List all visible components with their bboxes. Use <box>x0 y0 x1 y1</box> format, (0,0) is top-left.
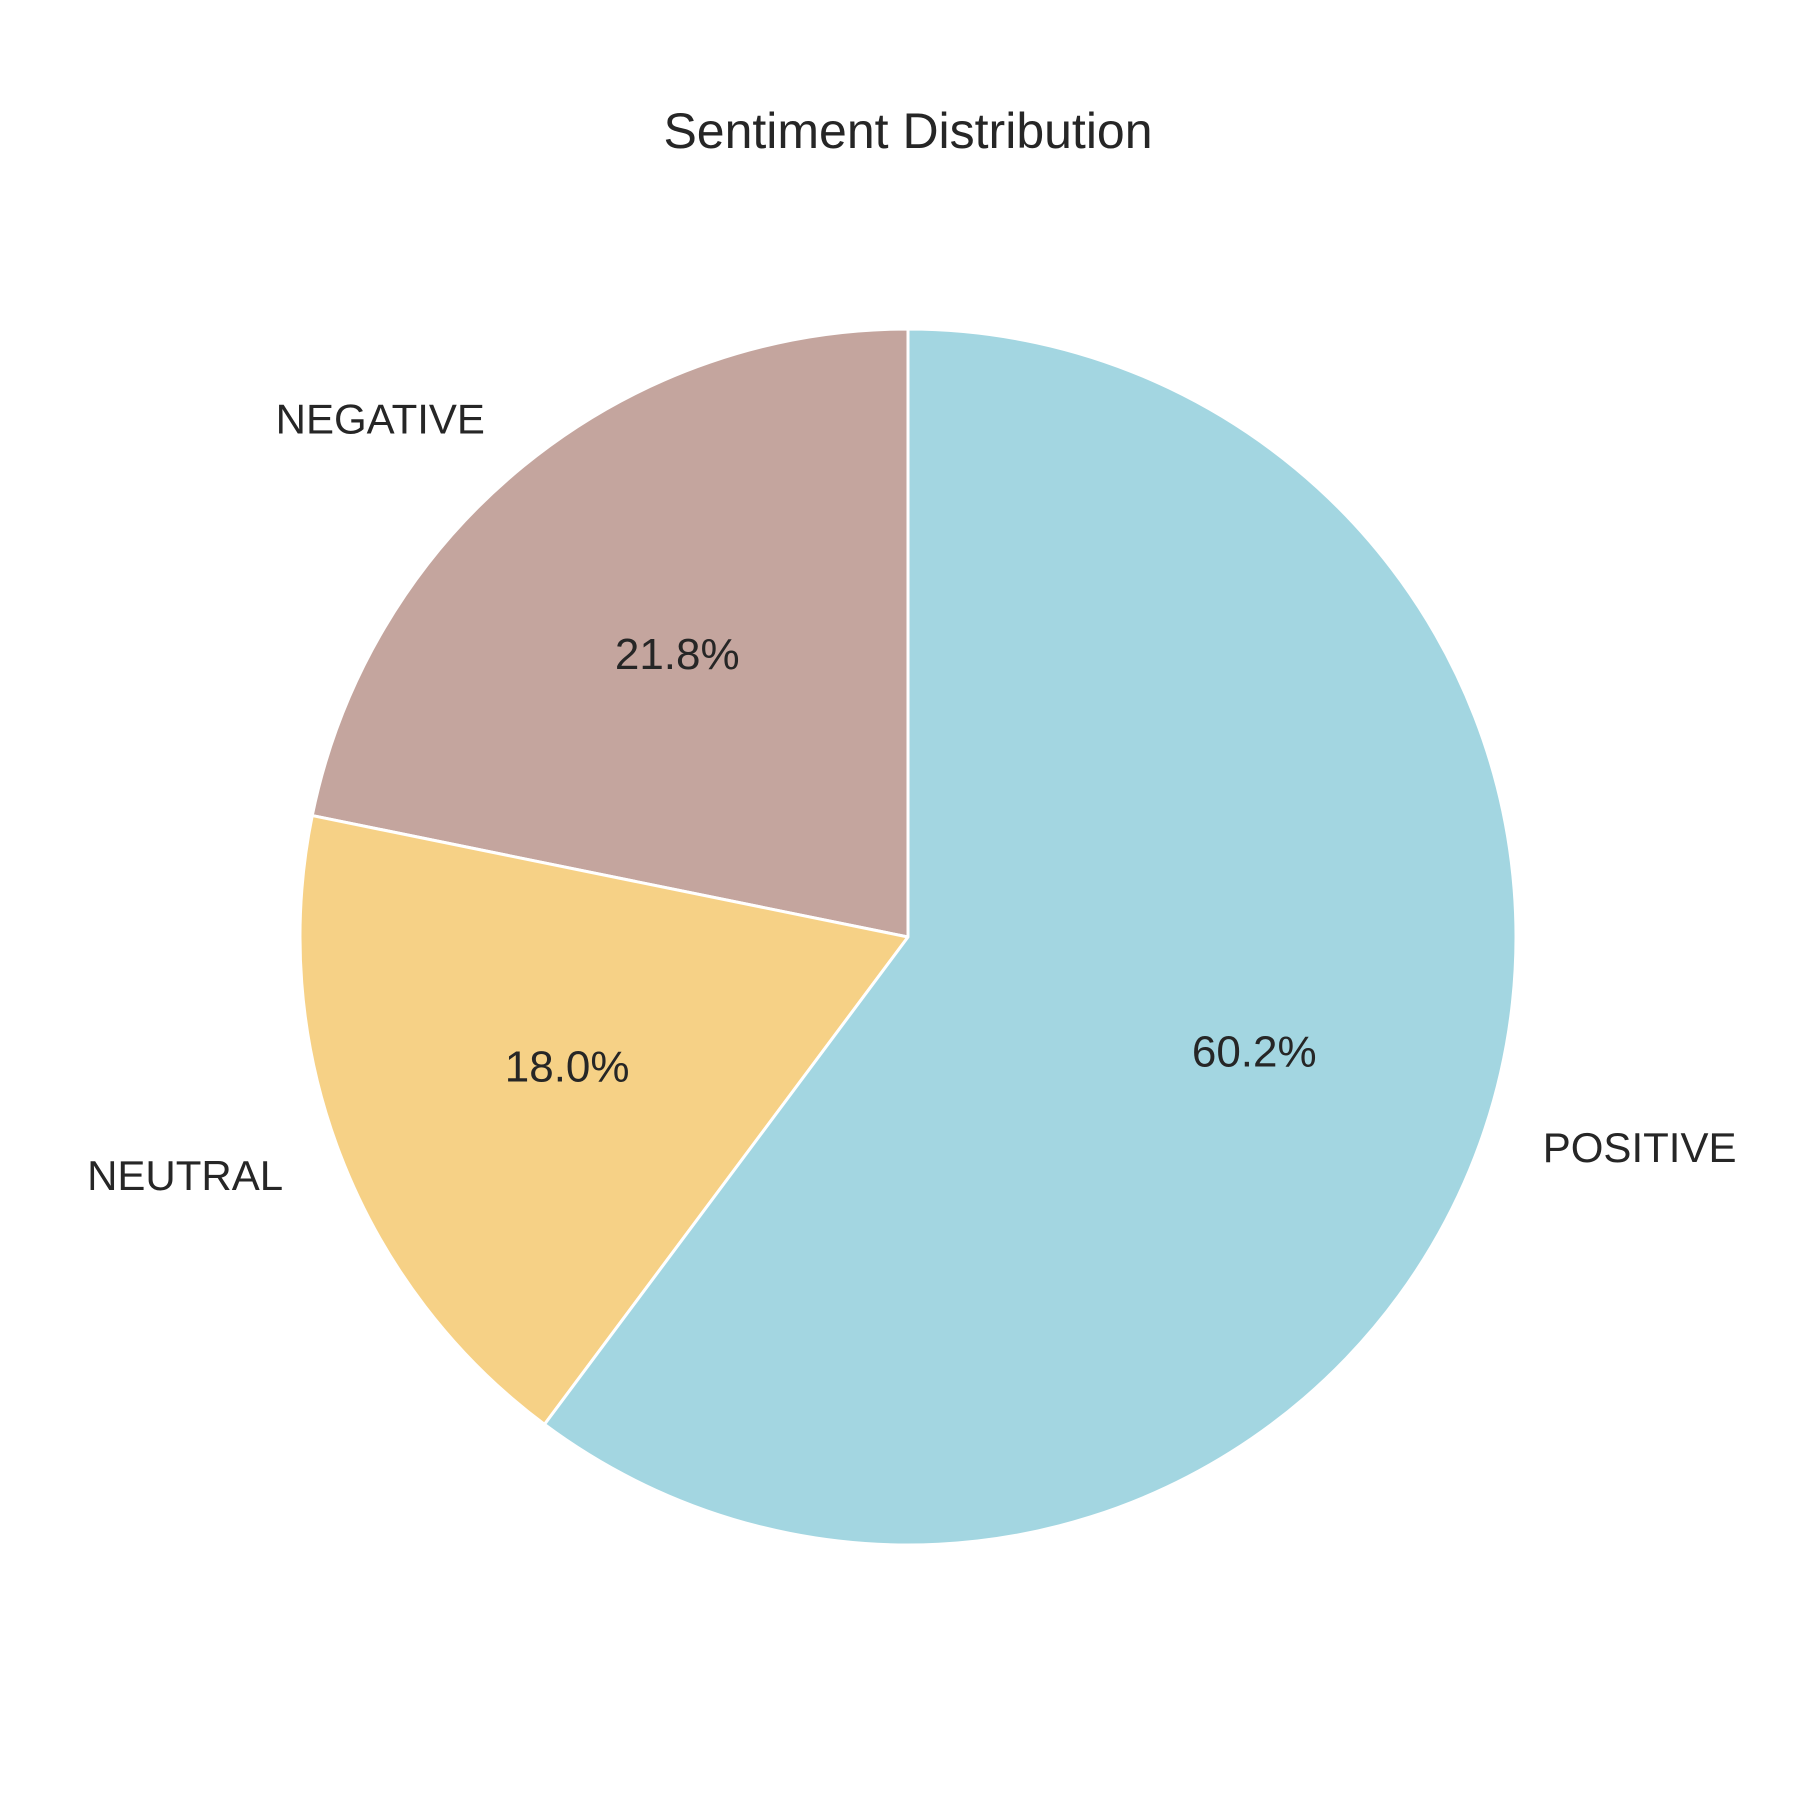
pie-slice-negative <box>310 327 910 939</box>
chart-title: Sentiment Distribution <box>663 103 1152 159</box>
pct-label-positive: 60.2% <box>1192 1027 1317 1076</box>
pie-slice-neutral <box>298 814 910 1426</box>
pie-wedges <box>298 327 1518 1547</box>
pie-labels: 21.8% NEGATIVE 18.0% NEUTRAL 60.2% POSITIVE <box>87 396 1736 1199</box>
category-label-positive: POSITIVE <box>1543 1124 1737 1171</box>
pct-label-negative: 21.8% <box>615 630 740 679</box>
pct-label-neutral: 18.0% <box>505 1043 630 1092</box>
pie-slice-positive <box>542 327 1518 1547</box>
category-label-neutral: NEUTRAL <box>87 1152 283 1199</box>
category-label-negative: NEGATIVE <box>276 396 485 443</box>
